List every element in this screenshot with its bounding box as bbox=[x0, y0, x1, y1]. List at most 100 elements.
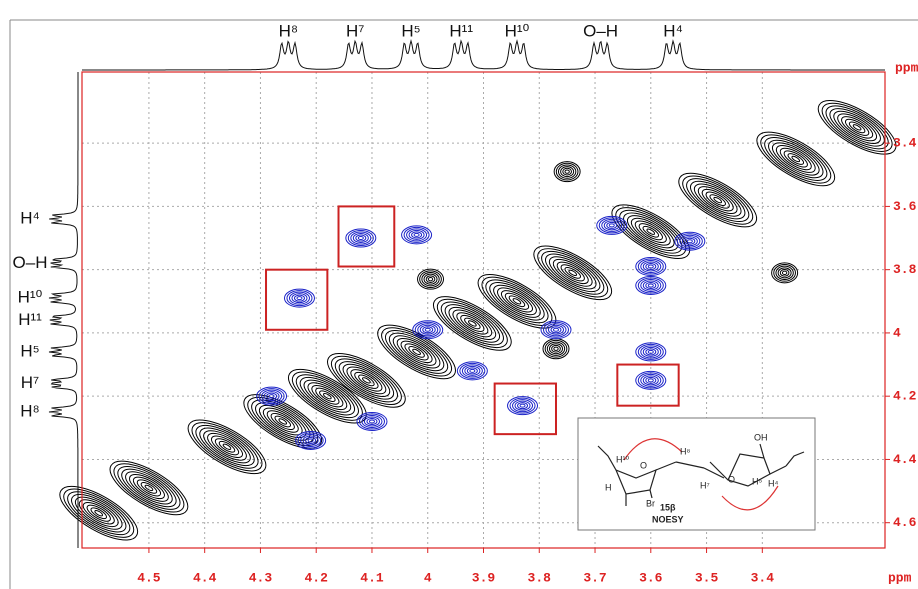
contour bbox=[697, 186, 738, 214]
contour bbox=[293, 294, 305, 302]
atom-label: O bbox=[640, 460, 647, 470]
contour bbox=[635, 370, 667, 390]
contour bbox=[560, 264, 585, 282]
contour bbox=[388, 332, 445, 372]
contour bbox=[507, 396, 539, 416]
top-peak-label: H¹¹ bbox=[449, 21, 473, 40]
contour bbox=[363, 416, 380, 427]
contour bbox=[466, 367, 478, 375]
contour bbox=[214, 438, 240, 456]
contour bbox=[642, 280, 659, 291]
contour bbox=[550, 326, 562, 334]
left-peak-label: O–H bbox=[13, 253, 48, 272]
contour bbox=[191, 422, 263, 472]
contour bbox=[760, 134, 832, 184]
contour bbox=[278, 418, 288, 425]
contour bbox=[456, 361, 488, 381]
contour bbox=[423, 273, 438, 285]
contour bbox=[270, 412, 295, 431]
contour bbox=[74, 496, 123, 530]
contour bbox=[417, 268, 445, 290]
contour bbox=[268, 394, 275, 399]
contour bbox=[568, 269, 578, 277]
contour bbox=[645, 376, 657, 384]
contour bbox=[67, 491, 131, 536]
contour bbox=[693, 183, 742, 217]
contour bbox=[464, 365, 481, 376]
contour bbox=[381, 327, 453, 377]
x-tick-label: 4.4 bbox=[193, 570, 217, 585]
left-peak-label: H⁷ bbox=[21, 373, 39, 392]
contour bbox=[342, 363, 391, 397]
contour bbox=[94, 510, 104, 517]
contour bbox=[833, 110, 881, 144]
y-tick-label: 3.4 bbox=[893, 136, 917, 151]
contour bbox=[425, 275, 436, 283]
contour bbox=[553, 346, 559, 351]
noe-arrows bbox=[623, 438, 779, 511]
contour bbox=[679, 234, 701, 248]
contour bbox=[469, 368, 476, 373]
inset-box bbox=[577, 417, 816, 531]
contour bbox=[299, 376, 356, 416]
contour bbox=[493, 284, 541, 318]
contour bbox=[514, 400, 531, 411]
top-peak-label: H¹⁰ bbox=[505, 21, 530, 40]
contour bbox=[562, 167, 572, 176]
contour bbox=[464, 317, 481, 330]
contour bbox=[647, 264, 654, 269]
contour bbox=[452, 309, 493, 338]
contour bbox=[634, 220, 667, 243]
contour bbox=[140, 482, 158, 494]
contour bbox=[825, 105, 889, 150]
contour bbox=[356, 411, 388, 431]
contour bbox=[608, 223, 615, 228]
contour bbox=[266, 392, 278, 400]
contour bbox=[121, 468, 177, 508]
contour bbox=[638, 223, 663, 241]
contour bbox=[199, 427, 255, 467]
contour bbox=[546, 341, 566, 356]
x-tick-label: 3.9 bbox=[472, 570, 496, 585]
contour bbox=[90, 507, 107, 520]
contour bbox=[459, 362, 486, 379]
contour bbox=[136, 479, 162, 497]
compound-label: 15β bbox=[660, 502, 676, 512]
contour bbox=[350, 231, 372, 245]
contour bbox=[311, 384, 344, 408]
contour bbox=[247, 396, 319, 447]
top-projection bbox=[82, 38, 885, 71]
atom-label: O bbox=[728, 474, 735, 484]
contour bbox=[626, 215, 675, 249]
contour bbox=[640, 373, 662, 387]
contour bbox=[295, 430, 327, 450]
contour bbox=[545, 253, 601, 293]
contour bbox=[553, 161, 581, 183]
contour bbox=[274, 415, 292, 428]
contour bbox=[779, 147, 812, 171]
contour bbox=[358, 374, 375, 387]
contour bbox=[684, 237, 696, 245]
contour bbox=[544, 339, 568, 358]
left-peak-label: H¹⁰ bbox=[18, 288, 43, 307]
contour bbox=[78, 499, 119, 528]
atom-label: H¹⁰ bbox=[616, 454, 629, 464]
contour bbox=[682, 175, 754, 225]
contour bbox=[674, 231, 706, 251]
contour bbox=[844, 118, 870, 136]
contour bbox=[678, 172, 758, 228]
contour bbox=[408, 346, 425, 358]
x-tick-label: 3.6 bbox=[639, 570, 663, 585]
contour bbox=[392, 335, 441, 369]
contour bbox=[637, 372, 664, 389]
contour bbox=[504, 292, 530, 310]
contour bbox=[821, 102, 893, 152]
contour bbox=[775, 145, 816, 173]
contour bbox=[512, 399, 534, 413]
contour bbox=[642, 225, 660, 238]
contour bbox=[396, 338, 437, 366]
contour bbox=[207, 432, 247, 461]
contour bbox=[647, 349, 654, 354]
contour bbox=[460, 314, 485, 332]
contour bbox=[263, 391, 280, 402]
